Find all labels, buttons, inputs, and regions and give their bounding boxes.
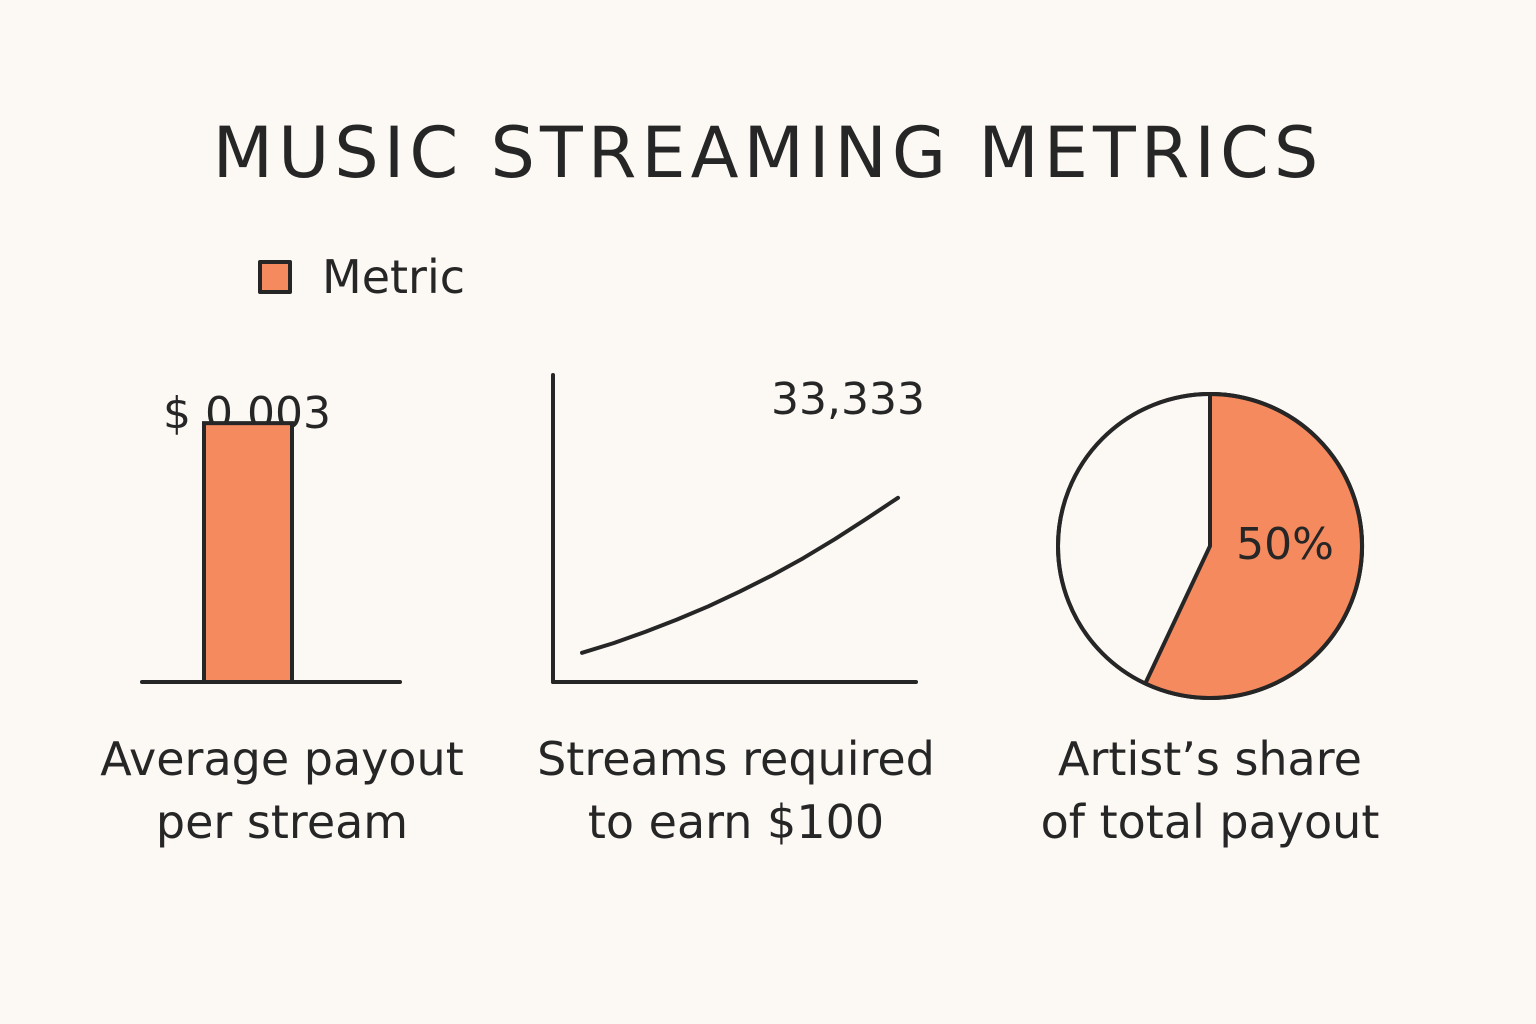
chart-title: MUSIC STREAMING METRICS [212, 112, 1324, 194]
bar [202, 421, 294, 684]
pie-caption: Artist’s share of total payout [1010, 728, 1410, 854]
bar-caption-line-2: per stream [155, 795, 409, 849]
legend-swatch [258, 260, 292, 294]
pie-slice-label: 50% [1236, 519, 1334, 570]
pie-caption-line-1: Artist’s share [1058, 732, 1362, 786]
pie-chart: 50% [1056, 392, 1365, 700]
line-data-label: 33,333 [771, 374, 925, 425]
pie-rim [1056, 392, 1364, 700]
series-line [580, 495, 900, 655]
line-caption-line-1: Streams required [537, 732, 935, 786]
line-caption: Streams required to earn $100 [536, 728, 936, 854]
legend-label: Metric [322, 250, 466, 304]
line-chart: 33,333 [551, 373, 925, 684]
bar-caption: Average payout per stream [92, 728, 472, 854]
legend: Metric [258, 250, 466, 304]
line-caption-line-2: to earn $100 [587, 795, 885, 849]
bar-chart: $ 0.003 [140, 388, 402, 684]
bar-caption-line-1: Average payout [100, 732, 464, 786]
pie-caption-line-2: of total payout [1040, 795, 1380, 849]
